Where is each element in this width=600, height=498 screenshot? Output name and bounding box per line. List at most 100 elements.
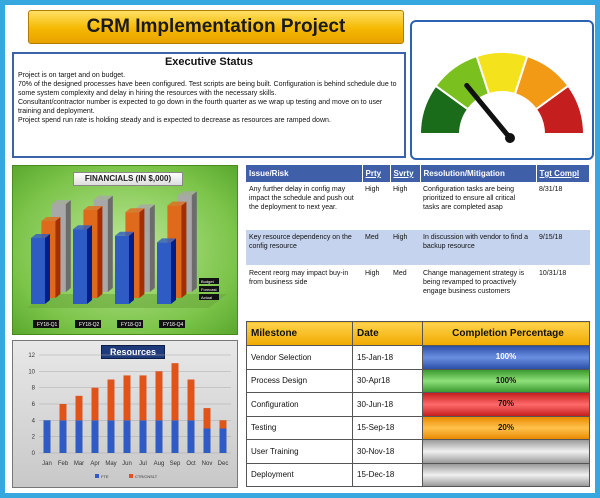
financial-bar-side	[191, 191, 197, 292]
financial-bar	[31, 238, 45, 304]
risk-target: 9/15/18	[536, 229, 590, 267]
risk-resolution: Configuration tasks are being prioritize…	[420, 182, 536, 231]
status-line-2: 70% of the designed processes have been …	[18, 81, 397, 97]
x-tick-label: May	[105, 461, 116, 467]
category-label-bg	[117, 320, 143, 328]
financial-bar-top	[31, 234, 50, 238]
financial-bar-side	[149, 204, 155, 292]
status-line-3: Consultant/contractor number is expected…	[18, 99, 383, 115]
table-row: Vendor Selection 15-Jan-18 100%	[246, 345, 590, 370]
x-tick-label: Feb	[58, 461, 69, 467]
financial-category-label: FY18-Q4	[163, 322, 184, 328]
col-priority: Prty	[362, 165, 391, 182]
status-line-4: Project spend run rate is holding steady…	[18, 117, 331, 124]
table-row: User Training 30-Nov-18	[246, 439, 590, 464]
gauge-segment	[534, 84, 586, 135]
financial-bar-side	[139, 208, 145, 298]
risk-header-row: Issue/Risk Prty Svrty Resolution/Mitigat…	[246, 165, 590, 182]
col-issue-risk: Issue/Risk	[246, 165, 363, 182]
financial-bar-side	[171, 238, 176, 304]
col-target-complete: Tgt Compl	[536, 165, 590, 182]
table-row: Configuration 30-Jun-18 70%	[246, 392, 590, 417]
x-tick-label: Jan	[42, 461, 52, 467]
risk-priority: Med	[362, 229, 390, 267]
x-tick-label: Aug	[154, 461, 165, 467]
y-tick-label: 2	[32, 435, 36, 441]
resource-bar	[107, 420, 115, 453]
resource-bar	[171, 363, 179, 421]
gauge-needle	[464, 82, 513, 141]
milestone-name: Deployment	[246, 462, 353, 487]
risk-priority: High	[362, 265, 390, 315]
risk-priority: High	[362, 182, 390, 231]
resources-title: Resources	[101, 345, 165, 359]
completion-cell: 100%	[422, 368, 590, 393]
financial-bar-side	[45, 234, 50, 304]
financial-bar-top	[41, 217, 61, 221]
risk-severity: Med	[390, 265, 420, 315]
legend-label: Actual	[201, 295, 212, 300]
y-tick-label: 4	[32, 418, 36, 424]
financial-bar-top	[157, 238, 176, 243]
financial-bar-side	[129, 231, 134, 304]
category-label-bg	[75, 320, 101, 328]
financial-bar-top	[167, 201, 187, 206]
completion-cell: 20%	[422, 415, 590, 440]
financials-chart: FY18-Q1 FY18-Q2 FY18-Q3 FY18-Q4 Budget Foreca…	[27, 191, 227, 328]
risk-severity: High	[390, 229, 420, 267]
risk-issue: Any further delay in config may impact t…	[246, 182, 362, 231]
financial-bar-top	[177, 191, 197, 196]
milestone-name: Testing	[246, 415, 353, 440]
x-tick-label: Jun	[122, 461, 132, 467]
financial-bar-top	[93, 195, 113, 200]
milestone-date: 15-Jan-18	[352, 345, 423, 370]
resource-bar	[171, 420, 179, 453]
legend-swatch	[129, 474, 133, 478]
financial-category-label: FY18-Q3	[121, 322, 142, 328]
table-row: Process Design 30-Apr18 100%	[246, 368, 590, 393]
financial-bar-side	[97, 206, 103, 298]
risk-issue: Key resource dependency on the config re…	[246, 229, 362, 267]
financial-bar-top	[135, 204, 155, 209]
table-row: Recent reorg may impact buy-in from busi…	[246, 265, 590, 315]
resource-bar	[43, 420, 51, 453]
resource-bar	[139, 420, 147, 453]
col-completion: Completion Percentage	[422, 321, 590, 346]
resource-bar	[187, 420, 195, 453]
col-resolution: Resolution/Mitigation	[420, 165, 537, 182]
col-severity: Svrty	[390, 165, 421, 182]
x-tick-label: Oct	[186, 461, 196, 467]
resource-bar	[91, 420, 99, 453]
completion-bar	[423, 440, 589, 463]
risk-target: 10/31/18	[536, 265, 590, 315]
risk-resolution: Change management strategy is being reva…	[420, 265, 536, 315]
y-tick-label: 6	[32, 402, 36, 408]
resource-bar	[187, 379, 195, 421]
financial-bar-top	[51, 200, 71, 204]
y-tick-label: 8	[32, 386, 36, 392]
milestone-table: Milestone Date Completion Percentage Ven…	[246, 321, 590, 487]
resource-bar	[91, 387, 99, 421]
financial-bar-side	[181, 201, 187, 298]
col-date: Date	[352, 321, 423, 346]
legend-swatch	[95, 474, 99, 478]
financial-bar-side	[87, 225, 92, 304]
financial-category-label: FY18-Q1	[37, 322, 58, 328]
col-milestone: Milestone	[246, 321, 353, 346]
risk-severity: High	[390, 182, 420, 231]
x-tick-label: Jul	[139, 461, 147, 467]
financial-bar	[115, 235, 129, 304]
milestone-name: Vendor Selection	[246, 345, 353, 370]
milestone-header-row: Milestone Date Completion Percentage	[246, 321, 590, 346]
risk-target: 8/31/18	[536, 182, 590, 231]
completion-bar: 100%	[423, 346, 589, 369]
risk-resolution: In discussion with vendor to find a back…	[420, 229, 536, 267]
resources-panel: Resources 0 2 4 6 8 10 12 Jan Feb Mar Apr May Jun Jul…	[12, 340, 238, 488]
financial-bar-side	[65, 200, 71, 292]
resource-bar	[203, 428, 211, 453]
x-tick-label: Dec	[218, 461, 229, 467]
financial-bar-top	[125, 208, 145, 213]
resource-bar	[155, 420, 163, 453]
legend-label: FTE	[101, 474, 109, 479]
financial-bar	[157, 242, 171, 304]
